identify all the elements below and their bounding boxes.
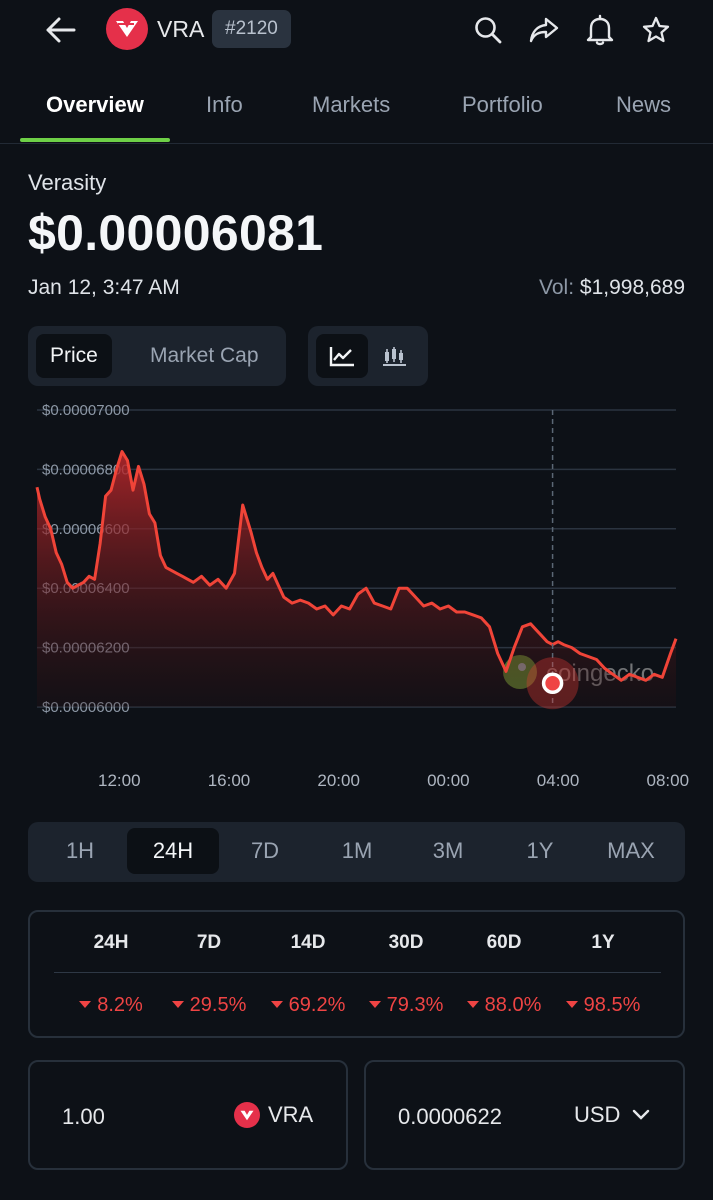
x-tick-label: 00:00	[427, 771, 470, 790]
x-tick-label: 16:00	[208, 771, 251, 790]
coin-name: Verasity	[28, 170, 107, 195]
candlestick-icon[interactable]	[368, 334, 420, 378]
price-change-table: 24H 7D 14D 30D 60D 1Y 8.2% 29.5% 69.2% 7…	[28, 910, 685, 1038]
fiat-amount[interactable]: 0.0000622	[398, 1104, 502, 1129]
active-tab-indicator	[20, 138, 170, 142]
coin-symbol: VRA	[157, 16, 205, 42]
share-icon[interactable]	[526, 12, 562, 48]
tab-bar: Overview Info Markets Portfolio News	[0, 80, 713, 144]
line-chart-icon[interactable]	[316, 334, 368, 378]
back-arrow-icon[interactable]	[38, 10, 82, 50]
range-1h-button[interactable]: 1H	[65, 838, 95, 863]
top-bar: VRA #2120	[0, 0, 713, 62]
perf-value-1y: 98.5%	[548, 994, 658, 1017]
down-triangle-icon	[270, 1001, 283, 1009]
range-max-button[interactable]: MAX	[607, 838, 655, 863]
down-triangle-icon	[565, 1001, 578, 1009]
perf-header-24h: 24H	[93, 932, 129, 953]
price-toggle-button[interactable]: Price	[36, 334, 112, 378]
coin-selector[interactable]: VRA	[234, 1102, 313, 1128]
converter-coin-field[interactable]: 1.00 VRA	[28, 1060, 348, 1170]
tab-portfolio[interactable]: Portfolio	[462, 92, 543, 117]
currency-code: USD	[574, 1102, 621, 1127]
tab-markets[interactable]: Markets	[312, 92, 391, 117]
perf-value-60d: 88.0%	[449, 994, 559, 1017]
perf-header-60d: 60D	[486, 932, 522, 953]
perf-header-14d: 14D	[290, 932, 326, 953]
x-tick-label: 08:00	[646, 771, 689, 790]
time-range-selector: 1H 24H 7D 1M 3M 1Y MAX	[28, 822, 685, 882]
chart-style-toggle	[308, 326, 428, 386]
volume: Vol: $1,998,689	[539, 276, 685, 300]
perf-value-7d: 29.5%	[154, 994, 264, 1017]
perf-header-30d: 30D	[388, 932, 424, 953]
vra-logo-icon	[234, 1102, 260, 1128]
coin-code: VRA	[268, 1102, 314, 1127]
price-chart-svg[interactable]: $0.00007000$0.00006800$0.00006600$0.0000…	[0, 400, 713, 800]
price-timestamp: Jan 12, 3:47 AM	[28, 276, 180, 299]
range-24h-button[interactable]: 24H	[127, 828, 219, 874]
tab-info[interactable]: Info	[206, 92, 243, 117]
chart-metric-toggle: Price Market Cap	[28, 326, 286, 386]
down-triangle-icon	[171, 1001, 184, 1009]
x-tick-label: 12:00	[98, 771, 141, 790]
coin-logo	[106, 8, 148, 50]
search-icon[interactable]	[470, 12, 506, 48]
down-triangle-icon	[368, 1001, 381, 1009]
perf-value-14d: 69.2%	[253, 994, 363, 1017]
volume-label: Vol:	[539, 276, 575, 299]
star-icon[interactable]	[638, 12, 674, 48]
range-1y-button[interactable]: 1Y	[526, 838, 554, 863]
market-cap-toggle-button[interactable]: Market Cap	[150, 344, 259, 367]
volume-value: $1,998,689	[579, 276, 685, 299]
x-tick-label: 04:00	[537, 771, 580, 790]
tab-overview[interactable]: Overview	[46, 92, 144, 117]
selected-point-marker[interactable]	[541, 672, 564, 694]
range-3m-button[interactable]: 3M	[432, 838, 464, 863]
y-tick-label: $0.00006800	[42, 461, 130, 478]
bell-icon[interactable]	[582, 12, 618, 48]
price-line-series	[35, 450, 678, 682]
down-triangle-icon	[466, 1001, 479, 1009]
x-tick-label: 20:00	[317, 771, 360, 790]
perf-header-1y: 1Y	[591, 932, 615, 953]
tab-news[interactable]: News	[616, 92, 672, 117]
divider	[54, 972, 661, 973]
down-triangle-icon	[79, 1001, 92, 1009]
perf-value-24h: 8.2%	[56, 994, 166, 1017]
price-chart[interactable]: $0.00007000 $0.00006800 $0.00006600 $0.0000…	[0, 400, 713, 800]
rank-badge: #2120	[212, 10, 291, 48]
range-7d-button[interactable]: 7D	[250, 838, 280, 863]
y-tick-label: $0.00007000	[42, 402, 130, 419]
current-price: $0.00006081	[28, 205, 324, 261]
converter-fiat-field[interactable]: 0.0000622 USD	[364, 1060, 685, 1170]
coin-amount[interactable]: 1.00	[62, 1104, 105, 1129]
currency-selector[interactable]: USD	[574, 1102, 650, 1128]
range-1m-button[interactable]: 1M	[341, 838, 373, 863]
chevron-down-icon	[633, 1109, 650, 1120]
perf-value-30d: 79.3%	[351, 994, 461, 1017]
perf-header-7d: 7D	[196, 932, 222, 953]
